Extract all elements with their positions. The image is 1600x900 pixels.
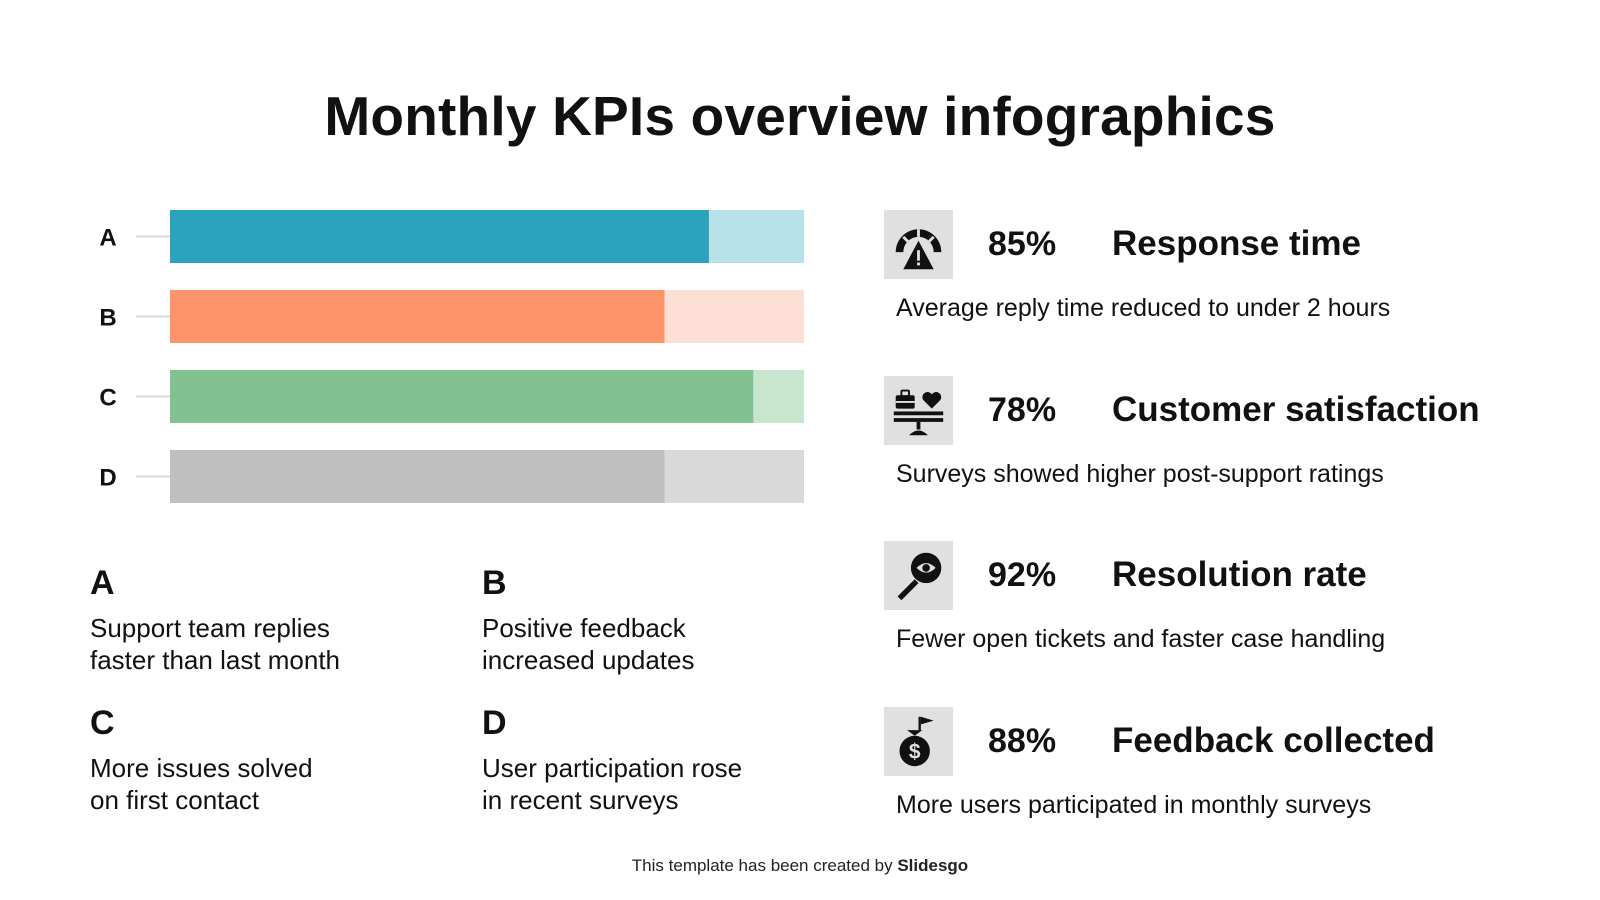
kpi-description: More users participated in monthly surve… xyxy=(896,791,1372,819)
kpi-customer-satisfaction: 78% Customer satisfaction Surveys showed… xyxy=(884,376,1574,516)
page-title: Monthly KPIs overview infographics xyxy=(324,85,1276,147)
footer-prefix: This template has been created by xyxy=(631,856,898,875)
speedometer-warning-icon xyxy=(884,210,953,279)
legend-text: User participation rose in recent survey… xyxy=(482,753,743,815)
legend-letter: A xyxy=(90,564,115,602)
legend-item-b: B Positive feedback increased updates xyxy=(482,566,822,676)
magnifier-eye-icon xyxy=(884,541,953,610)
kpi-description: Average reply time reduced to under 2 ho… xyxy=(896,294,1391,322)
kpi-value: 78% xyxy=(988,391,1057,429)
bar-value xyxy=(170,290,665,343)
kpi-value: 92% xyxy=(988,556,1057,594)
legend-item-c: C More issues solved on first contact xyxy=(90,706,430,816)
category-label: A xyxy=(99,225,116,252)
legend-text: More issues solved on first contact xyxy=(90,753,313,815)
kpi-feedback-collected: $ 88% Feedback collected More users part… xyxy=(884,707,1574,847)
balance-heart-briefcase-icon xyxy=(884,376,953,445)
legend-text: Support team replies faster than last mo… xyxy=(90,613,341,675)
category-label: B xyxy=(99,305,116,332)
bar-value xyxy=(170,450,665,503)
legend-letter: D xyxy=(482,704,507,742)
kpi-title: Response time xyxy=(1112,224,1361,263)
category-label: C xyxy=(99,385,116,412)
footer-credit: This template has been created by Slides… xyxy=(0,856,1600,876)
legend-letter: C xyxy=(90,704,115,742)
legend-item-d: D User participation rose in recent surv… xyxy=(482,706,822,816)
kpi-response-time: 85% Response time Average reply time red… xyxy=(884,210,1574,350)
legend-item-a: A Support team replies faster than last … xyxy=(90,566,430,676)
legend-text: Positive feedback increased updates xyxy=(482,613,695,675)
bar-value xyxy=(170,370,754,423)
kpi-value: 88% xyxy=(988,722,1057,760)
bar-value xyxy=(170,210,709,263)
kpi-title: Resolution rate xyxy=(1112,555,1367,594)
footer-brand: Slidesgo xyxy=(897,856,969,875)
kpi-title: Customer satisfaction xyxy=(1112,390,1480,429)
legend-letter: B xyxy=(482,564,507,602)
kpi-value: 85% xyxy=(988,225,1057,263)
kpi-description: Fewer open tickets and faster case handl… xyxy=(896,625,1386,653)
category-label: D xyxy=(99,465,116,492)
svg-text:$: $ xyxy=(909,741,921,764)
kpi-resolution-rate: 92% Resolution rate Fewer open tickets a… xyxy=(884,541,1574,681)
kpi-description: Surveys showed higher post-support ratin… xyxy=(896,460,1384,488)
money-bag-flag-icon: $ xyxy=(884,707,953,776)
kpi-title: Feedback collected xyxy=(1112,721,1435,760)
